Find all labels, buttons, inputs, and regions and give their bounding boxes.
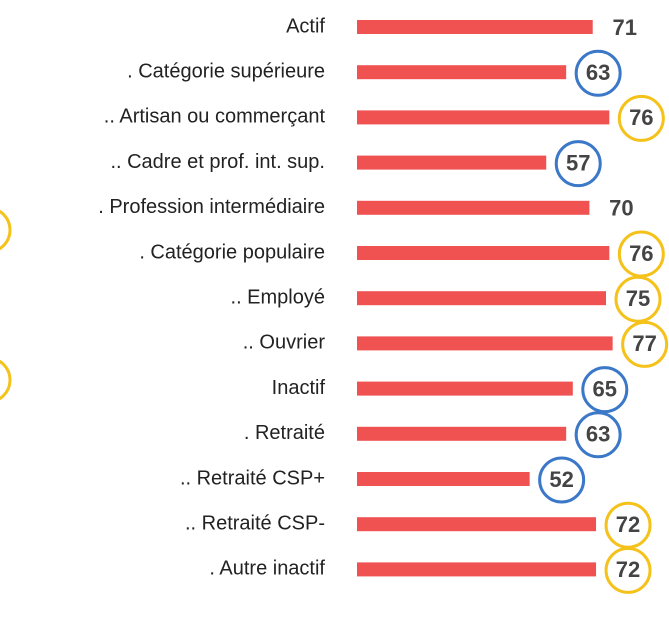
value-circle xyxy=(614,275,662,323)
value-label: 75 xyxy=(626,286,650,311)
category-label: . Autre inactif xyxy=(209,558,325,580)
bar xyxy=(357,562,597,577)
value-label: 71 xyxy=(612,15,636,40)
category-label: .. Cadre et prof. int. sup. xyxy=(110,151,325,173)
category-label: . Catégorie populaire xyxy=(139,241,325,263)
value-label: 63 xyxy=(586,60,610,85)
bar xyxy=(357,381,573,396)
value-label: 63 xyxy=(586,422,610,447)
value-label: 76 xyxy=(629,105,653,130)
value-label: 72 xyxy=(616,512,640,537)
value-label: 70 xyxy=(609,196,633,221)
bar xyxy=(357,65,567,80)
value-label: 52 xyxy=(549,467,573,492)
category-label: .. Retraité CSP+ xyxy=(180,467,325,489)
category-label: . Catégorie supérieure xyxy=(127,60,325,82)
bar xyxy=(357,472,530,486)
value-label: 77 xyxy=(632,331,656,356)
bar xyxy=(357,336,613,351)
value-circle xyxy=(604,546,652,594)
category-label: . Retraité xyxy=(244,422,325,444)
cropped-circle xyxy=(0,359,12,401)
category-label: Inactif xyxy=(272,377,326,399)
value-label: 57 xyxy=(566,150,590,175)
category-label: . Profession intermédiaire xyxy=(98,196,325,218)
bar xyxy=(357,20,593,34)
category-label: .. Ouvrier xyxy=(243,332,326,354)
bar xyxy=(357,200,590,215)
category-label: .. Retraité CSP- xyxy=(185,512,325,534)
value-circle xyxy=(621,320,669,368)
value-circle xyxy=(554,140,602,188)
bar xyxy=(357,110,610,125)
value-label: 76 xyxy=(629,241,653,266)
value-circle xyxy=(538,456,586,504)
cropped-circle xyxy=(0,209,12,251)
bar xyxy=(357,291,606,306)
value-circle xyxy=(617,94,665,142)
bar xyxy=(357,517,597,532)
value-label: 72 xyxy=(616,557,640,582)
category-label: .. Employé xyxy=(231,286,325,308)
value-circle xyxy=(574,49,622,97)
category-label: .. Artisan ou commerçant xyxy=(104,106,326,128)
bar xyxy=(357,246,610,260)
bar xyxy=(357,155,547,170)
category-label: Actif xyxy=(286,15,325,37)
value-circle xyxy=(574,411,622,459)
bar xyxy=(357,426,567,441)
value-circle xyxy=(581,366,629,414)
value-label: 65 xyxy=(593,376,617,401)
